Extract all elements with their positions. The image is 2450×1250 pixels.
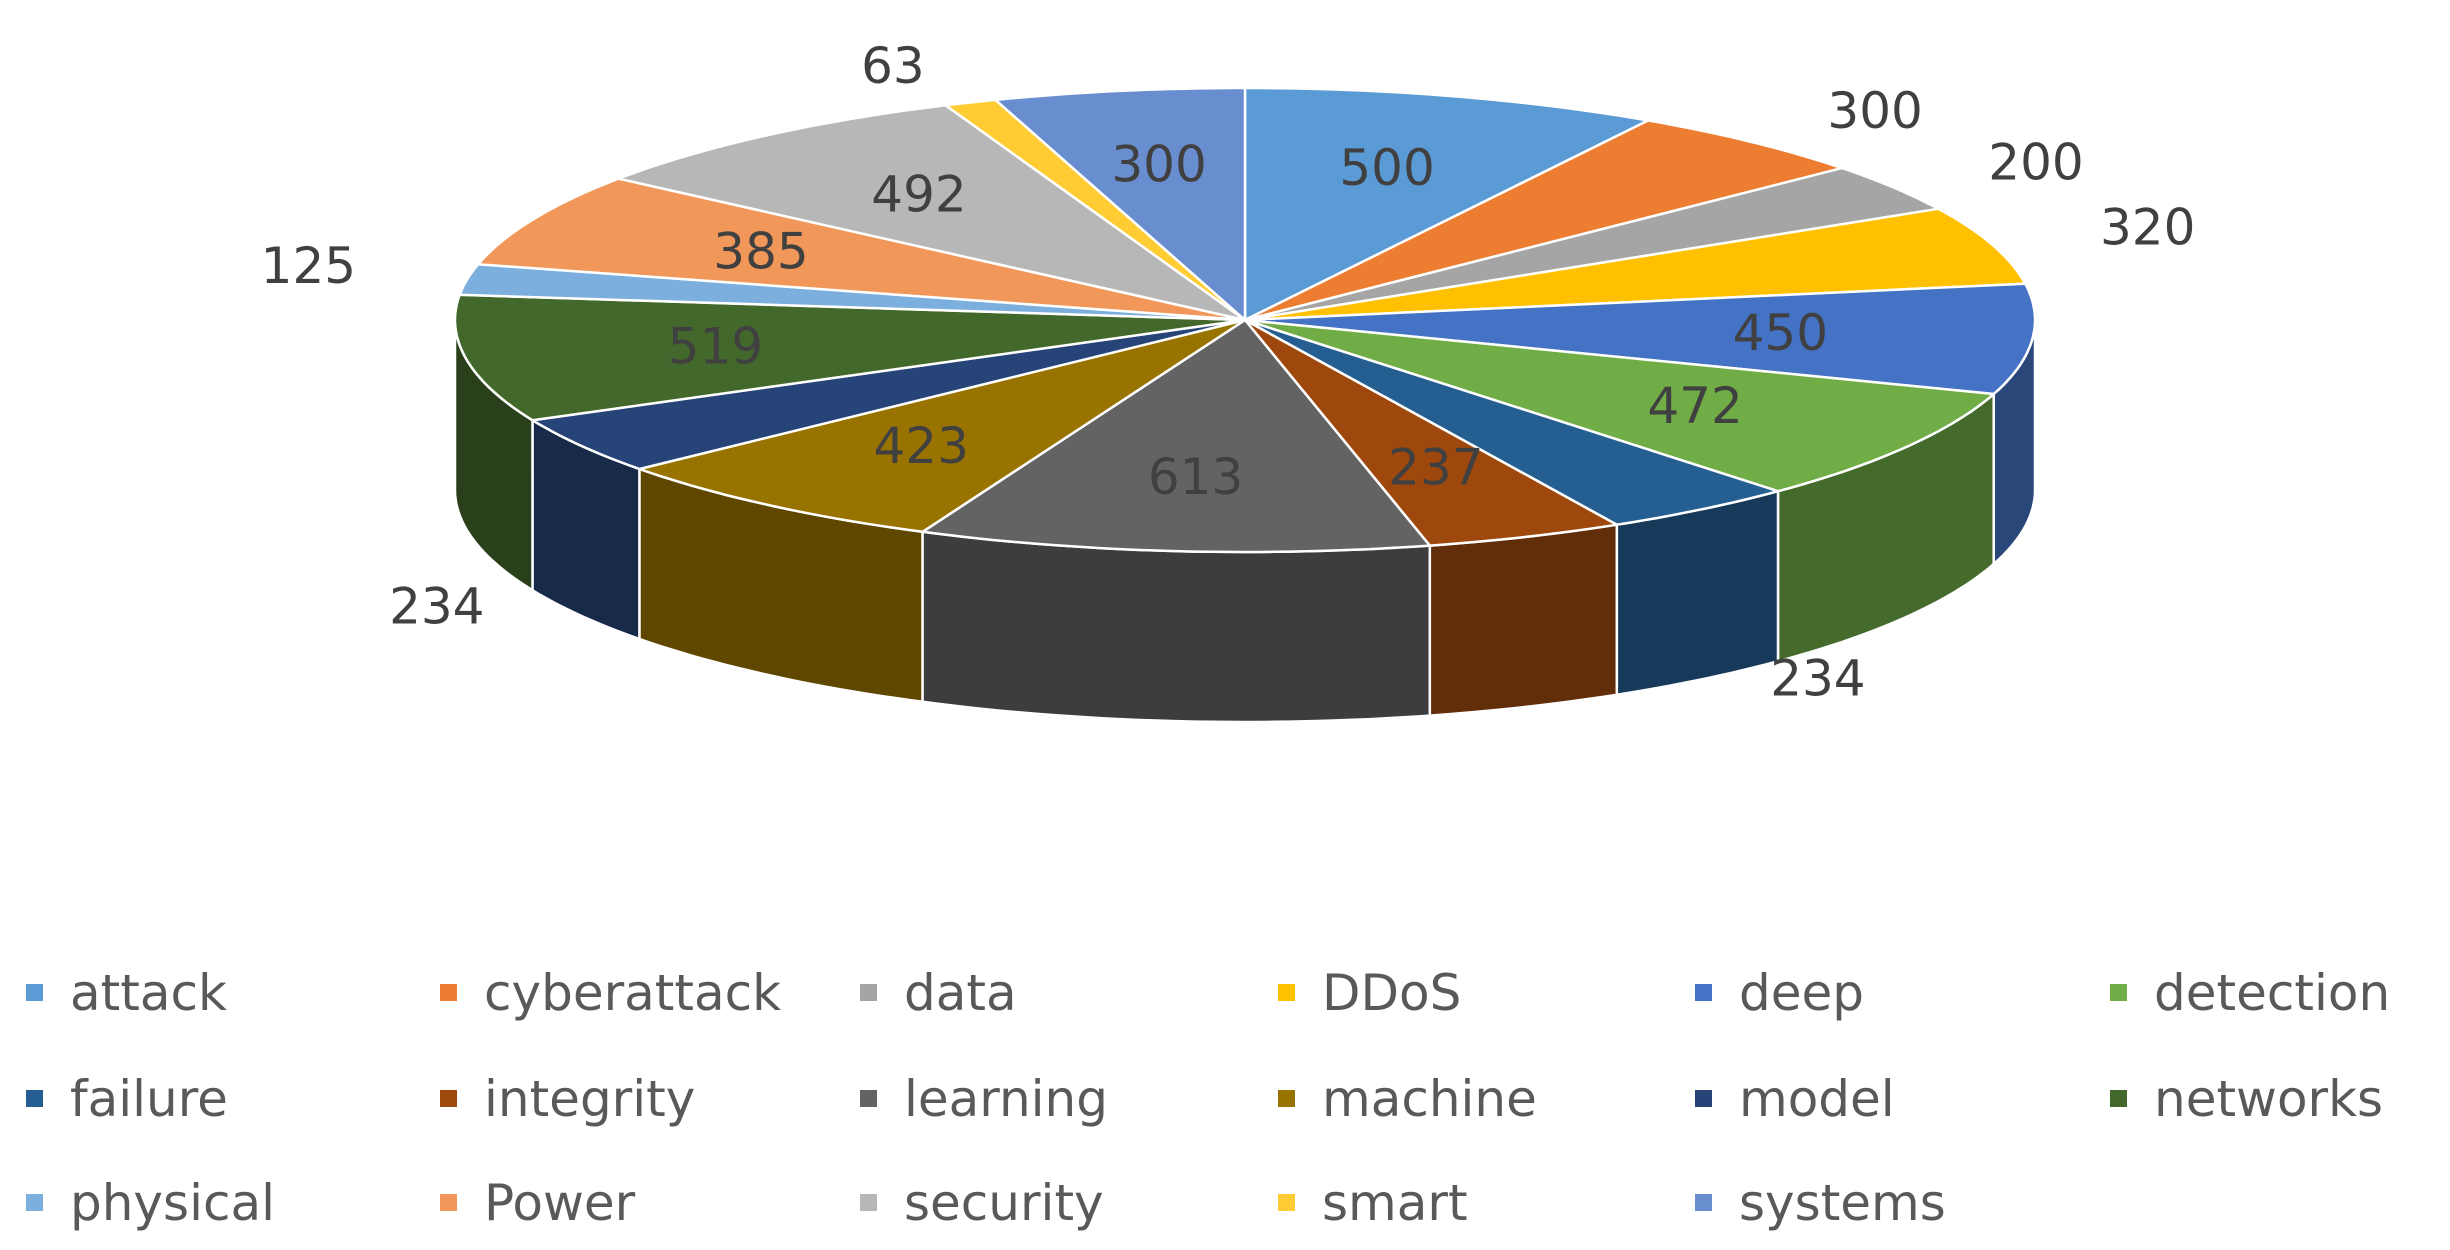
legend-swatch-attack bbox=[26, 984, 43, 1001]
legend-swatch-networks bbox=[2110, 1090, 2127, 1107]
legend-swatch-integrity bbox=[440, 1090, 457, 1107]
slice-data bbox=[1243, 166, 1940, 322]
slice-integrity bbox=[1243, 318, 1619, 547]
legend-label-learning: learning bbox=[904, 1070, 1108, 1128]
slice-attack bbox=[1243, 86, 1650, 322]
legend-label-deep: deep bbox=[1739, 964, 1864, 1022]
legend-swatch-data bbox=[860, 984, 877, 1001]
legend-item-security: security bbox=[860, 1174, 1104, 1232]
slice-cyberattack bbox=[1243, 119, 1844, 322]
label-integrity: 237 bbox=[1388, 439, 1483, 497]
label-physical: 125 bbox=[261, 237, 356, 295]
side-integrity bbox=[1428, 523, 1619, 717]
label-power: 385 bbox=[713, 223, 808, 281]
legend-swatch-deep bbox=[1695, 984, 1712, 1001]
label-model: 234 bbox=[389, 577, 484, 635]
legend-item-failure: failure bbox=[26, 1070, 228, 1128]
legend-label-model: model bbox=[1739, 1070, 1895, 1128]
legend-label-networks: networks bbox=[2154, 1070, 2383, 1128]
legend-swatch-systems bbox=[1695, 1194, 1712, 1211]
slice-machine bbox=[638, 318, 1247, 534]
legend-label-security: security bbox=[904, 1174, 1104, 1232]
legend-label-cyberattack: cyberattack bbox=[484, 964, 781, 1022]
label-detection: 472 bbox=[1647, 377, 1742, 435]
slice-networks bbox=[453, 293, 1247, 422]
legend-item-attack: attack bbox=[26, 964, 227, 1022]
label-systems: 300 bbox=[1111, 135, 1206, 193]
legend-label-physical: physical bbox=[70, 1174, 275, 1232]
legend-item-ddos: DDoS bbox=[1278, 964, 1461, 1022]
slice-model bbox=[531, 318, 1247, 471]
legend-swatch-security bbox=[860, 1194, 877, 1211]
legend-item-systems: systems bbox=[1695, 1174, 1946, 1232]
legend-swatch-learning bbox=[860, 1090, 877, 1107]
slice-power bbox=[476, 177, 1247, 322]
side-learning bbox=[921, 530, 1432, 724]
label-deep: 450 bbox=[1733, 304, 1828, 362]
legend-label-integrity: integrity bbox=[484, 1070, 695, 1128]
legend-item-networks: networks bbox=[2110, 1070, 2383, 1128]
legend-label-data: data bbox=[904, 964, 1017, 1022]
slice-failure bbox=[1243, 318, 1780, 526]
legend-item-power: Power bbox=[440, 1174, 636, 1232]
legend-label-attack: attack bbox=[70, 964, 227, 1022]
label-cyberattack: 300 bbox=[1827, 82, 1922, 140]
legend-label-detection: detection bbox=[2154, 964, 2390, 1022]
legend-swatch-cyberattack bbox=[440, 984, 457, 1001]
legend-swatch-model bbox=[1695, 1090, 1712, 1107]
legend-label-power: Power bbox=[484, 1174, 636, 1232]
legend-item-cyberattack: cyberattack bbox=[440, 964, 781, 1022]
legend-item-data: data bbox=[860, 964, 1017, 1022]
legend-item-physical: physical bbox=[26, 1174, 275, 1232]
legend-label-ddos: DDoS bbox=[1322, 964, 1461, 1022]
legend-item-detection: detection bbox=[2110, 964, 2390, 1022]
label-networks: 519 bbox=[668, 318, 763, 376]
legend-swatch-machine bbox=[1278, 1090, 1295, 1107]
pie-tops bbox=[453, 86, 2037, 554]
legend-item-deep: deep bbox=[1695, 964, 1864, 1022]
legend-item-smart: smart bbox=[1278, 1174, 1468, 1232]
slice-systems bbox=[994, 86, 1247, 322]
legend-item-model: model bbox=[1695, 1070, 1895, 1128]
data-labels: 500 300 200 320 450 472 234 237 613 423 234 519 125 3… bbox=[261, 37, 2196, 707]
legend-item-integrity: integrity bbox=[440, 1070, 695, 1128]
legend-swatch-smart bbox=[1278, 1194, 1295, 1211]
legend-item-learning: learning bbox=[860, 1070, 1108, 1128]
label-machine: 423 bbox=[873, 417, 968, 475]
pie-sides bbox=[453, 318, 2037, 724]
slice-detection bbox=[1243, 318, 1995, 493]
legend-item-machine: machine bbox=[1278, 1070, 1537, 1128]
label-ddos: 320 bbox=[2100, 198, 2195, 256]
legend-label-systems: systems bbox=[1739, 1174, 1946, 1232]
label-learning: 613 bbox=[1148, 448, 1243, 506]
legend-swatch-ddos bbox=[1278, 984, 1295, 1001]
label-failure: 234 bbox=[1770, 650, 1865, 708]
legend-swatch-detection bbox=[2110, 984, 2127, 1001]
legend-swatch-failure bbox=[26, 1090, 43, 1107]
slice-security bbox=[617, 104, 1247, 322]
label-security: 492 bbox=[871, 166, 966, 224]
legend-swatch-power bbox=[440, 1194, 457, 1211]
legend: attack cyberattack data DDoS deep detection fa… bbox=[26, 964, 2390, 1232]
slice-deep bbox=[1243, 282, 2037, 396]
legend-label-smart: smart bbox=[1322, 1174, 1468, 1232]
slice-learning bbox=[921, 318, 1432, 554]
label-data: 200 bbox=[1988, 134, 2083, 192]
legend-swatch-physical bbox=[26, 1194, 43, 1211]
legend-label-machine: machine bbox=[1322, 1070, 1537, 1128]
legend-label-failure: failure bbox=[70, 1070, 228, 1128]
label-smart: 63 bbox=[861, 37, 925, 95]
label-attack: 500 bbox=[1339, 139, 1434, 197]
